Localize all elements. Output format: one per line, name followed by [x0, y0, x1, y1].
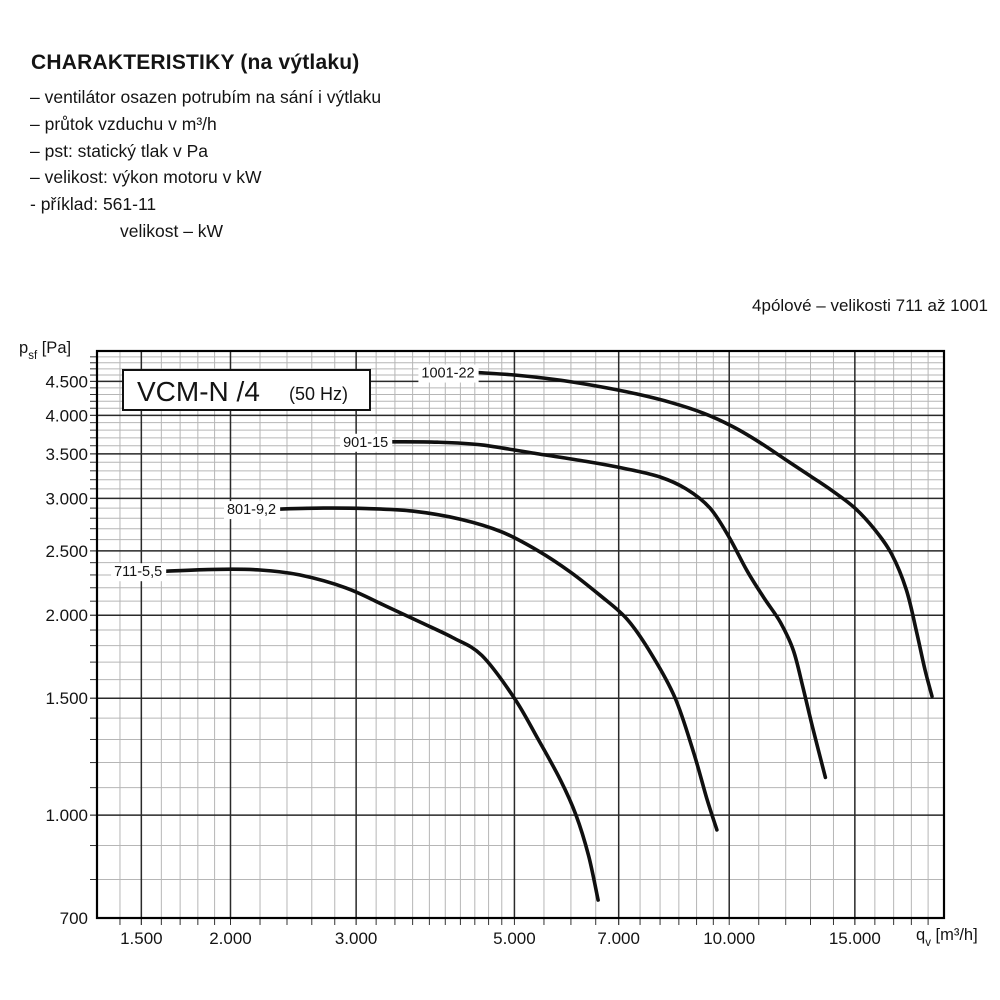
spec-line-3: – pst: statický tlak v Pa	[30, 140, 208, 161]
y-axis-title: psf [Pa]	[19, 339, 72, 363]
spec-list: – ventilátor osazen potrubím na sání i v…	[30, 84, 381, 245]
curve-label-901-15: 901-15	[340, 433, 393, 452]
chart-title-suffix: (50 Hz)	[289, 384, 348, 404]
svg-text:3.000: 3.000	[45, 489, 88, 508]
y-axis-symbol: p	[19, 339, 29, 357]
curve-labels: 711-5,5 801-9,2 901-15 1001-22	[111, 364, 479, 582]
svg-text:3.000: 3.000	[335, 929, 378, 948]
chart-range-subtitle: 4pólové – velikosti 711 až 1001	[752, 296, 988, 315]
svg-text:711-5,5: 711-5,5	[114, 564, 162, 580]
svg-text:1.500: 1.500	[45, 689, 88, 708]
curve-711-5-5	[163, 567, 600, 902]
fan-curve-chart: psf [Pa] 1.500 2.000 3.000 5.000 7.000 10.000…	[0, 330, 1000, 995]
y-tick-labels: 700 1.000 1.500 2.000 2.500 3.000 3.500 4.000 4.…	[45, 372, 88, 928]
svg-text:901-15: 901-15	[343, 435, 388, 451]
svg-text:2.500: 2.500	[45, 542, 88, 561]
curve-901-15	[389, 439, 828, 780]
minor-gridlines	[97, 351, 944, 918]
fan-curves	[163, 370, 934, 902]
svg-text:15.000: 15.000	[829, 929, 881, 948]
curve-801-9-2	[277, 506, 719, 832]
chart-title-box: VCM-N /4 (50 Hz)	[122, 369, 371, 411]
y-axis-unit: [Pa]	[37, 339, 72, 357]
spec-line-4: – velikost: výkon motoru v kW	[30, 167, 262, 188]
page-title: CHARAKTERISTIKY (na výtlaku)	[31, 51, 360, 74]
x-axis-subscript: v	[925, 937, 931, 950]
spec-line-example-sub: velikost – kW	[120, 220, 224, 241]
curve-1001-22	[475, 370, 934, 699]
curve-label-711-5-5: 711-5,5	[111, 563, 167, 582]
svg-text:1001-22: 1001-22	[421, 366, 474, 382]
svg-text:1.000: 1.000	[45, 806, 88, 825]
svg-text:700: 700	[60, 909, 88, 928]
svg-text:7.000: 7.000	[597, 929, 640, 948]
chart-canvas: 1.500 2.000 3.000 5.000 7.000 10.000 15.000 700…	[45, 349, 946, 948]
svg-text:801-9,2: 801-9,2	[227, 502, 276, 518]
spec-line-5: - příklad: 561-11	[30, 194, 157, 215]
y-axis-subscript: sf	[28, 350, 38, 363]
svg-text:4.500: 4.500	[45, 372, 88, 391]
axis-tick-marks	[90, 356, 929, 925]
svg-text:2.000: 2.000	[209, 929, 252, 948]
spec-line-1: – ventilátor osazen potrubím na sání i v…	[30, 87, 382, 107]
chart-title-main: VCM-N /4	[137, 376, 260, 407]
x-tick-labels: 1.500 2.000 3.000 5.000 7.000 10.000 15.000	[120, 929, 881, 948]
x-axis-symbol: q	[916, 926, 926, 944]
svg-text:1.500: 1.500	[120, 929, 163, 948]
svg-text:10.000: 10.000	[703, 929, 755, 948]
major-gridlines	[97, 351, 944, 918]
svg-text:5.000: 5.000	[493, 929, 536, 948]
x-axis-unit: [m³/h]	[930, 926, 978, 944]
spec-line-2: – průtok vzduchu v m³/h	[30, 113, 217, 134]
svg-text:3.500: 3.500	[45, 445, 88, 464]
plot-frame	[95, 349, 946, 920]
curve-label-801-9-2: 801-9,2	[223, 501, 281, 520]
svg-text:2.000: 2.000	[45, 606, 88, 625]
curve-label-1001-22: 1001-22	[418, 364, 479, 383]
x-axis-title: qv [m³/h]	[916, 926, 978, 950]
svg-text:4.000: 4.000	[45, 406, 88, 425]
